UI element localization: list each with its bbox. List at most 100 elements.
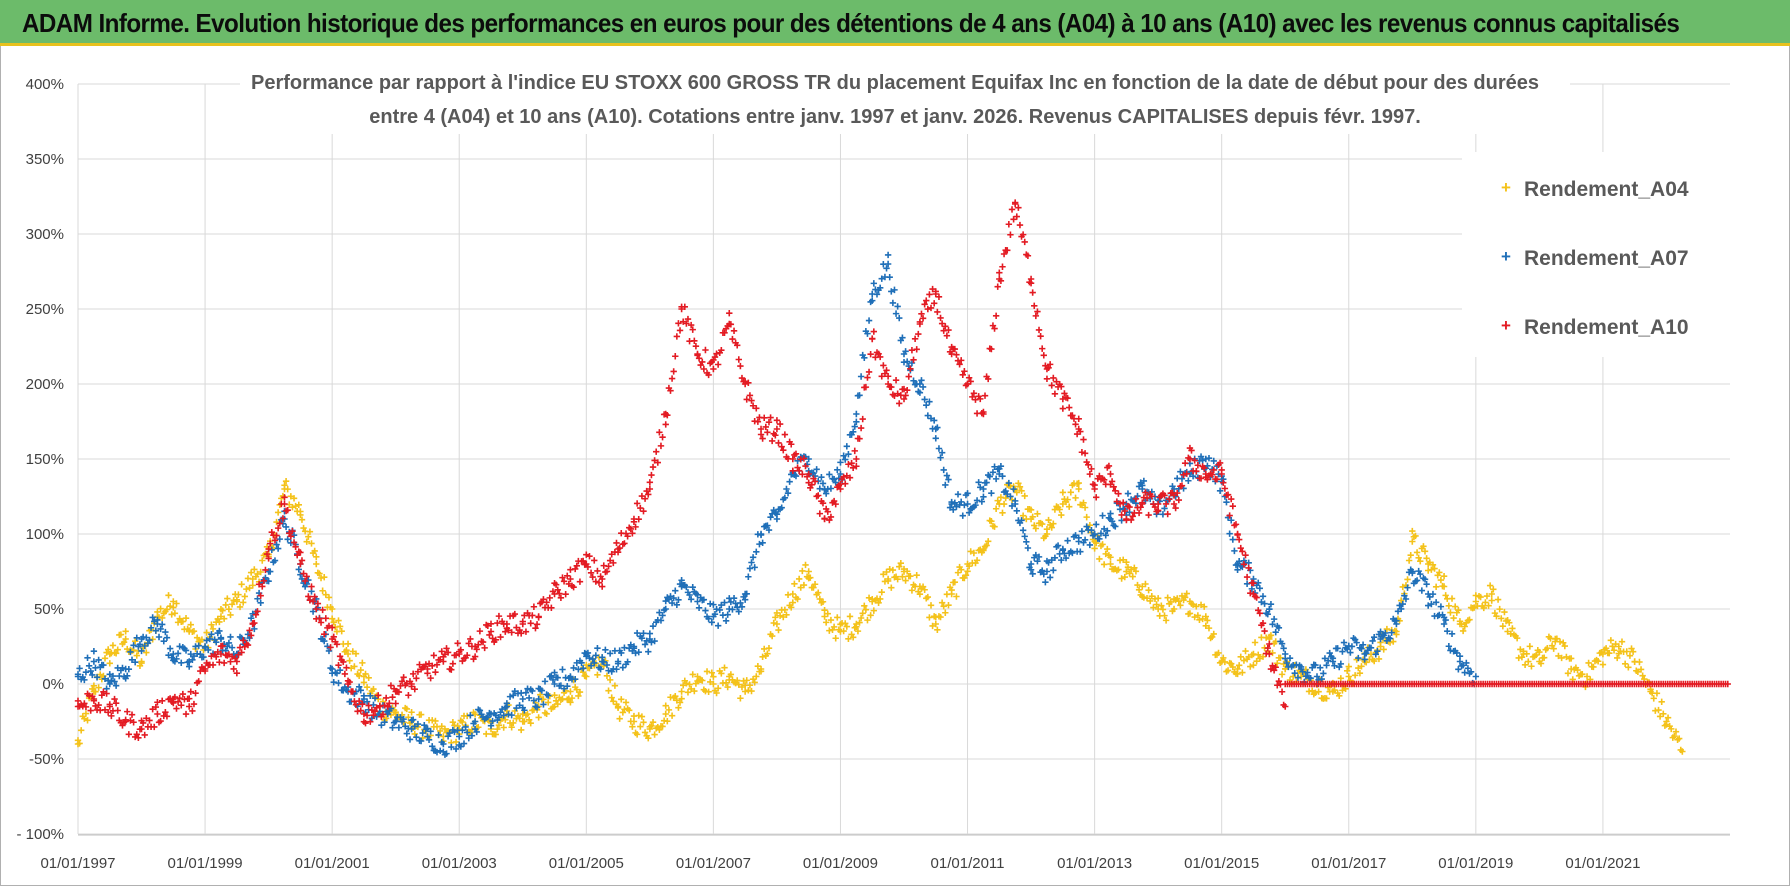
marker-rendement_a07 — [1013, 507, 1020, 515]
marker-rendement_a10 — [684, 315, 692, 323]
marker-rendement_a10 — [1000, 250, 1008, 258]
marker-rendement_a04 — [1042, 533, 1049, 540]
marker-rendement_a07 — [1099, 512, 1106, 519]
marker-rendement_a07 — [452, 745, 460, 753]
marker-rendement_a07 — [930, 417, 938, 424]
marker-rendement_a10 — [154, 710, 161, 718]
marker-rendement_a10 — [1253, 594, 1260, 601]
marker-rendement_a07 — [1324, 657, 1332, 664]
marker-rendement_a10 — [519, 618, 526, 625]
marker-rendement_a10 — [718, 346, 725, 354]
marker-rendement_a10 — [1139, 499, 1146, 506]
marker-rendement_a10 — [1218, 466, 1225, 474]
marker-rendement_a04 — [973, 557, 981, 564]
marker-rendement_a10 — [357, 707, 364, 714]
marker-rendement_a10 — [413, 675, 420, 682]
marker-rendement_a04 — [1623, 648, 1630, 655]
marker-rendement_a04 — [459, 718, 466, 726]
marker-rendement_a07 — [894, 303, 901, 310]
marker-rendement_a10 — [695, 355, 703, 362]
marker-rendement_a04 — [764, 650, 771, 657]
marker-rendement_a04 — [1525, 658, 1532, 665]
marker-rendement_a10 — [646, 479, 654, 486]
x-tick-label: 01/01/2009 — [803, 855, 878, 872]
marker-rendement_a07 — [1018, 517, 1025, 524]
marker-rendement_a07 — [413, 734, 420, 741]
marker-rendement_a04 — [552, 697, 560, 705]
marker-rendement_a04 — [768, 632, 776, 640]
marker-rendement_a07 — [602, 646, 609, 653]
marker-rendement_a04 — [1537, 660, 1545, 667]
marker-rendement_a04 — [991, 523, 998, 530]
marker-rendement_a10 — [262, 566, 269, 574]
marker-rendement_a07 — [273, 541, 280, 548]
marker-rendement_a07 — [1361, 656, 1368, 663]
marker-rendement_a07 — [1019, 527, 1027, 534]
legend-marker-a07: + — [1501, 247, 1511, 266]
marker-rendement_a10 — [495, 612, 503, 620]
marker-rendement_a04 — [1118, 575, 1125, 582]
marker-rendement_a04 — [1466, 616, 1473, 623]
marker-rendement_a04 — [853, 623, 860, 630]
marker-rendement_a10 — [845, 461, 852, 468]
marker-rendement_a07 — [1104, 527, 1111, 534]
marker-rendement_a10 — [653, 448, 660, 455]
marker-rendement_a10 — [254, 608, 261, 615]
marker-rendement_a10 — [535, 614, 542, 621]
marker-rendement_a04 — [1553, 635, 1561, 642]
marker-rendement_a04 — [1183, 590, 1190, 597]
marker-rendement_a04 — [896, 563, 903, 570]
marker-rendement_a04 — [1132, 568, 1140, 575]
marker-rendement_a04 — [649, 718, 657, 726]
marker-rendement_a04 — [606, 676, 614, 684]
marker-rendement_a07 — [757, 531, 765, 539]
marker-rendement_a07 — [409, 716, 417, 723]
marker-rendement_a07 — [1223, 498, 1230, 506]
marker-rendement_a07 — [1231, 547, 1238, 555]
marker-rendement_a10 — [395, 688, 403, 696]
marker-rendement_a10 — [1151, 503, 1159, 511]
marker-rendement_a10 — [832, 500, 839, 508]
marker-rendement_a10 — [1178, 482, 1186, 489]
marker-rendement_a04 — [244, 575, 252, 582]
marker-rendement_a10 — [494, 619, 501, 627]
marker-rendement_a04 — [951, 578, 959, 586]
marker-rendement_a07 — [613, 666, 620, 673]
marker-rendement_a10 — [621, 540, 628, 547]
marker-rendement_a07 — [1461, 669, 1468, 676]
marker-rendement_a07 — [506, 693, 514, 700]
marker-rendement_a07 — [973, 497, 981, 504]
marker-rendement_a10 — [265, 545, 272, 553]
marker-rendement_a04 — [1509, 625, 1516, 632]
marker-rendement_a07 — [1382, 629, 1389, 637]
marker-rendement_a04 — [741, 688, 749, 695]
marker-rendement_a07 — [217, 634, 225, 641]
marker-rendement_a07 — [417, 737, 425, 745]
marker-rendement_a04 — [1431, 565, 1438, 572]
marker-rendement_a04 — [1013, 489, 1020, 496]
marker-rendement_a10 — [800, 455, 808, 462]
marker-rendement_a10 — [532, 625, 539, 632]
marker-rendement_a10 — [1208, 471, 1216, 478]
y-tick-label: 150% — [26, 451, 64, 468]
marker-rendement_a10 — [1039, 345, 1046, 352]
marker-rendement_a07 — [579, 665, 587, 672]
marker-rendement_a07 — [1248, 585, 1256, 593]
marker-rendement_a04 — [1560, 639, 1567, 646]
marker-rendement_a04 — [76, 740, 83, 747]
marker-rendement_a07 — [228, 644, 236, 651]
marker-rendement_a10 — [1107, 470, 1114, 478]
marker-rendement_a04 — [549, 703, 557, 711]
marker-rendement_a10 — [454, 640, 461, 647]
marker-rendement_a10 — [406, 678, 414, 685]
marker-rendement_a10 — [1261, 627, 1268, 635]
marker-rendement_a10 — [1116, 500, 1124, 507]
marker-rendement_a07 — [522, 689, 530, 696]
marker-rendement_a07 — [185, 663, 193, 670]
marker-rendement_a04 — [1664, 714, 1672, 721]
marker-rendement_a10 — [281, 494, 288, 501]
marker-rendement_a10 — [341, 670, 349, 678]
marker-rendement_a10 — [759, 435, 766, 442]
marker-rendement_a04 — [370, 685, 377, 693]
marker-rendement_a04 — [163, 606, 171, 613]
